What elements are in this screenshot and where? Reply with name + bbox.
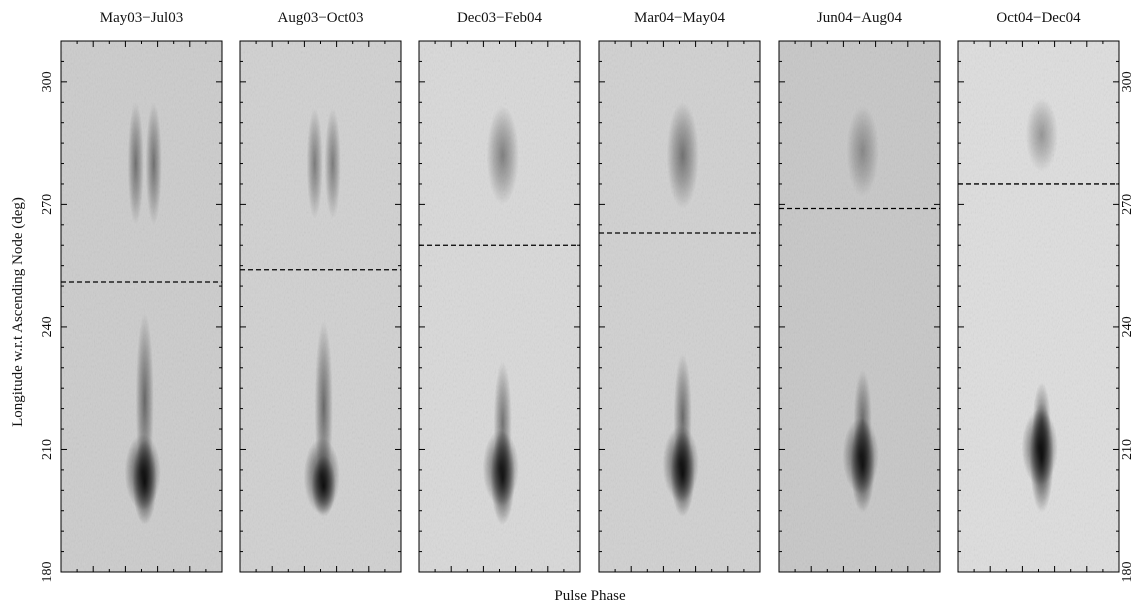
panel-image (419, 41, 580, 572)
panel-image (61, 41, 222, 572)
upper-component (486, 106, 519, 205)
y-tick-label-right: 240 (1120, 316, 1135, 337)
panel-2: Aug03−Oct03 (239, 10, 402, 573)
upper-component-lobe-2 (145, 102, 162, 225)
upper-component-lobe-2 (324, 108, 341, 219)
lower-component-core (1029, 402, 1054, 513)
lower-component-core (670, 431, 695, 517)
y-tick-label-left: 210 (40, 439, 55, 460)
upper-component (846, 106, 879, 197)
panel-image (779, 41, 940, 572)
panel-1: May03−Jul03 (60, 10, 223, 573)
y-axis-label: Longitude w.r.t Ascending Node (deg) (10, 197, 26, 427)
lower-component-core (311, 455, 336, 517)
panel-5: Jun04−Aug04 (778, 10, 941, 573)
panel-4: Mar04−May04 (598, 10, 761, 573)
upper-component-lobe-1 (306, 108, 323, 219)
panel-title: Oct04−Dec04 (996, 10, 1081, 26)
panel-6: Oct04−Dec04 (957, 10, 1120, 573)
y-tick-label-left: 300 (40, 71, 55, 92)
y-tick-label-right: 270 (1120, 194, 1135, 215)
panel-title: Mar04−May04 (634, 10, 725, 26)
x-axis-label: Pulse Phase (554, 588, 626, 604)
lower-component-core (490, 431, 515, 525)
y-tick-label-left: 240 (40, 316, 55, 337)
panel-image (599, 41, 760, 572)
panel-title: Dec03−Feb04 (457, 10, 543, 26)
lower-component-core (850, 418, 875, 513)
y-tick-label-left: 270 (40, 194, 55, 215)
panel-3: Dec03−Feb04 (418, 10, 581, 573)
panel-image (240, 41, 401, 572)
y-tick-label-left: 180 (40, 562, 55, 583)
y-tick-label-right: 210 (1120, 439, 1135, 460)
panel-title: Jun04−Aug04 (817, 10, 903, 26)
panels-group: May03−Jul03 Aug03−Oct03 Dec03−Feb04 Mar04−M… (40, 10, 1135, 583)
y-tick-label-right: 300 (1120, 71, 1135, 92)
upper-component (666, 102, 699, 209)
panel-image (958, 41, 1119, 572)
y-tick-label-right: 180 (1120, 562, 1135, 583)
panel-title: Aug03−Oct03 (278, 10, 364, 26)
lower-component-core (132, 439, 157, 525)
upper-component-lobe-1 (127, 102, 144, 225)
upper-component (1025, 98, 1058, 172)
panel-title: May03−Jul03 (100, 10, 183, 26)
